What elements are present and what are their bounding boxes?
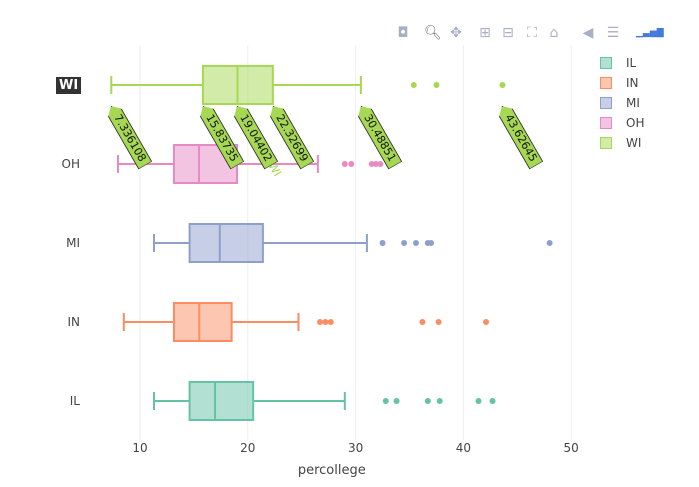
legend-item-wi[interactable]: WI <box>600 133 644 153</box>
outlier-point <box>483 319 490 325</box>
legend-label: IN <box>626 76 639 90</box>
outlier-point <box>393 398 400 404</box>
legend: IL IN MI OH WI <box>600 53 644 153</box>
legend-label: OH <box>626 116 645 130</box>
box-trace-in: IN <box>67 302 490 342</box>
outlier-point <box>341 161 348 167</box>
camera-icon[interactable]: ◘ <box>397 25 409 41</box>
x-tick-label: 50 <box>564 441 579 455</box>
zoom-icon[interactable]: 🔍︎ <box>424 25 442 41</box>
y-tick-label: IN <box>67 315 80 329</box>
outlier-point <box>499 82 506 88</box>
outlier-point <box>410 82 417 88</box>
outlier-point <box>489 398 496 404</box>
outlier-point <box>475 398 482 404</box>
hover-compare-icon[interactable]: ☰ <box>606 25 620 41</box>
y-tick-label: IL <box>70 394 81 408</box>
legend-item-in[interactable]: IN <box>600 73 644 93</box>
box-iqr <box>172 302 233 342</box>
legend-swatch <box>600 117 612 129</box>
legend-label: MI <box>626 96 640 110</box>
y-tick-label: MI <box>66 236 80 250</box>
outlier-point <box>433 82 440 88</box>
reset-axes-icon[interactable]: ⌂ <box>549 25 559 41</box>
legend-label: WI <box>626 136 642 150</box>
legend-item-mi[interactable]: MI <box>600 93 644 113</box>
hover-closest-icon[interactable]: ◀ <box>582 25 594 41</box>
outlier-point <box>546 240 553 246</box>
outlier-point <box>379 240 386 246</box>
autoscale-icon[interactable]: ⛶ <box>527 25 537 41</box>
outlier-point <box>373 161 380 167</box>
legend-swatch <box>600 77 612 89</box>
box-trace-il: IL <box>70 381 496 421</box>
outlier-point <box>424 398 431 404</box>
outlier-point <box>368 161 375 167</box>
outlier-point <box>428 240 435 246</box>
outlier-point <box>348 161 355 167</box>
box-trace-wi: WI <box>110 65 506 105</box>
plotly-logo-icon[interactable]: ▁▃▅▇ <box>636 28 664 38</box>
outlier-point <box>419 319 426 325</box>
outlier-point <box>435 319 442 325</box>
legend-item-il[interactable]: IL <box>600 53 644 73</box>
legend-item-oh[interactable]: OH <box>600 113 644 133</box>
box-iqr <box>188 223 264 263</box>
x-tick-label: 40 <box>456 441 471 455</box>
legend-label: IL <box>626 56 637 70</box>
legend-swatch <box>600 97 612 109</box>
outlier-point <box>382 398 389 404</box>
legend-swatch <box>600 137 612 149</box>
outlier-point <box>327 319 334 325</box>
legend-swatch <box>600 57 612 69</box>
x-axis-title: percollege <box>298 463 366 478</box>
zoom-out-icon[interactable]: ⊟ <box>502 25 514 41</box>
outlier-point <box>317 319 324 325</box>
outlier-point <box>401 240 408 246</box>
pan-icon[interactable]: ✥ <box>450 25 462 41</box>
outlier-point <box>322 319 329 325</box>
box-iqr <box>188 381 255 421</box>
outlier-point <box>436 398 443 404</box>
x-tick-label: 10 <box>132 441 147 455</box>
zoom-in-icon[interactable]: ⊞ <box>479 25 491 41</box>
box-trace-mi: MI <box>66 223 553 263</box>
outlier-point <box>412 240 419 246</box>
y-tick-label: OH <box>62 157 80 171</box>
hover-trace-label: WI <box>56 77 82 94</box>
x-tick-label: 30 <box>348 441 363 455</box>
x-tick-label: 20 <box>240 441 255 455</box>
outlier-point <box>377 161 384 167</box>
